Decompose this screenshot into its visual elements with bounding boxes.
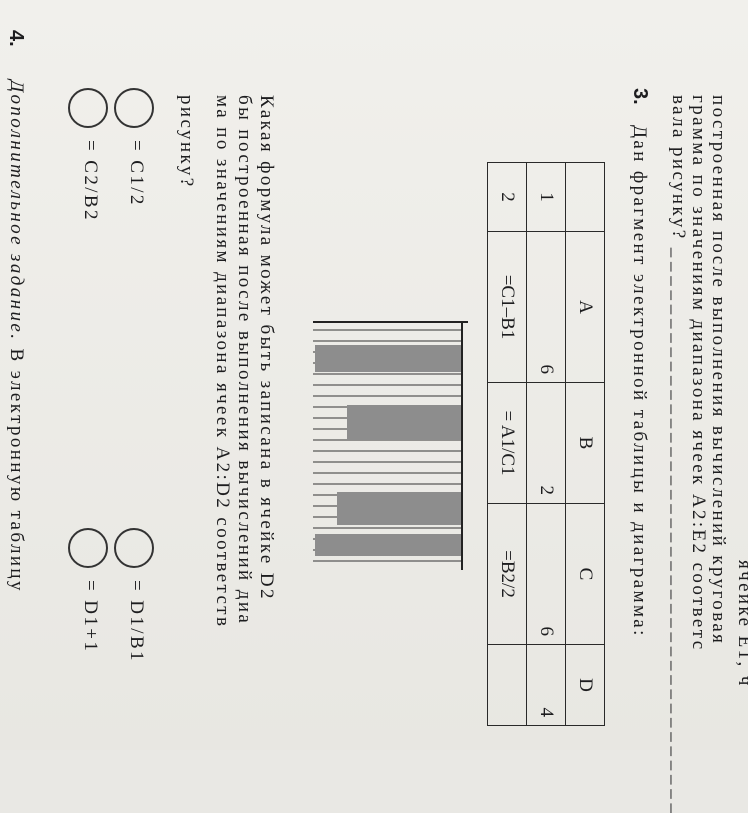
prev-line: вала рисунку? _ _ _ _ _ _ _ _ _ _ _ _ _ … — [668, 95, 689, 813]
radio-option[interactable] — [114, 88, 154, 128]
cell: 4 — [526, 644, 566, 726]
cell — [487, 644, 527, 726]
radio-option[interactable] — [114, 528, 154, 568]
table-row: 1 6 2 6 4 — [526, 162, 566, 726]
question-line: бы построенная после выполнения вычислен… — [234, 95, 255, 626]
radio-option[interactable] — [68, 88, 108, 128]
row-number: 2 — [487, 162, 527, 232]
question-line: ма по значениям диапазона ячеек A2:D2 со… — [212, 95, 233, 629]
bar — [315, 345, 462, 372]
cell: =B2/2 — [487, 503, 527, 645]
task4-title: Дополнительное задание. — [6, 80, 27, 342]
option-label: = C1/2 — [126, 140, 147, 207]
option-label: = D1/B1 — [126, 580, 147, 663]
prev-line: ячейке E1, ч — [734, 560, 748, 688]
bar — [315, 534, 462, 556]
cell: = A1/C1 — [487, 382, 527, 504]
task-number: 4. — [5, 30, 27, 47]
header-cell: D — [565, 644, 605, 726]
prev-line-text: вала рисунку? — [668, 95, 689, 241]
question-line: рисунку? — [176, 95, 197, 189]
bar — [347, 405, 462, 440]
diagram — [313, 321, 468, 570]
task-intro: Дан фрагмент электронной таблицы и диагр… — [629, 125, 650, 638]
cell: 6 — [526, 503, 566, 645]
task4-text: В электронную таблицу — [6, 348, 27, 593]
bar — [337, 492, 462, 525]
answer-blank: _ _ _ _ _ _ _ _ _ _ _ _ _ _ _ _ _ _ _ _ … — [668, 247, 689, 813]
header-cell: A — [565, 231, 605, 383]
cell: =C1–B1 — [487, 231, 527, 383]
question-line: Какая формула может быть записана в ячей… — [256, 95, 277, 601]
task-number: 3. — [629, 88, 651, 105]
row-number: 1 — [526, 162, 566, 232]
bars — [315, 345, 462, 556]
spreadsheet-table: A B C D 1 6 2 6 4 2 =C1–B1 = A1/C1 =B2/2 — [487, 162, 605, 726]
table-row: 2 =C1–B1 = A1/C1 =B2/2 — [487, 162, 527, 726]
option-label: = D1+1 — [80, 580, 101, 654]
prev-line: грамма по значениям диапазона ячеек A2:E… — [688, 95, 709, 652]
option-label: = C2/B2 — [80, 140, 101, 222]
corner-cell — [565, 162, 605, 232]
radio-option[interactable] — [68, 528, 108, 568]
cell: 6 — [526, 231, 566, 383]
cell: 2 — [526, 382, 566, 504]
prev-line: построенная после выполнения вычислений … — [708, 95, 729, 646]
task4-line: Дополнительное задание. В электронную та… — [6, 80, 27, 593]
header-cell: B — [565, 382, 605, 504]
header-cell: C — [565, 503, 605, 645]
table-header: A B C D — [565, 162, 605, 726]
